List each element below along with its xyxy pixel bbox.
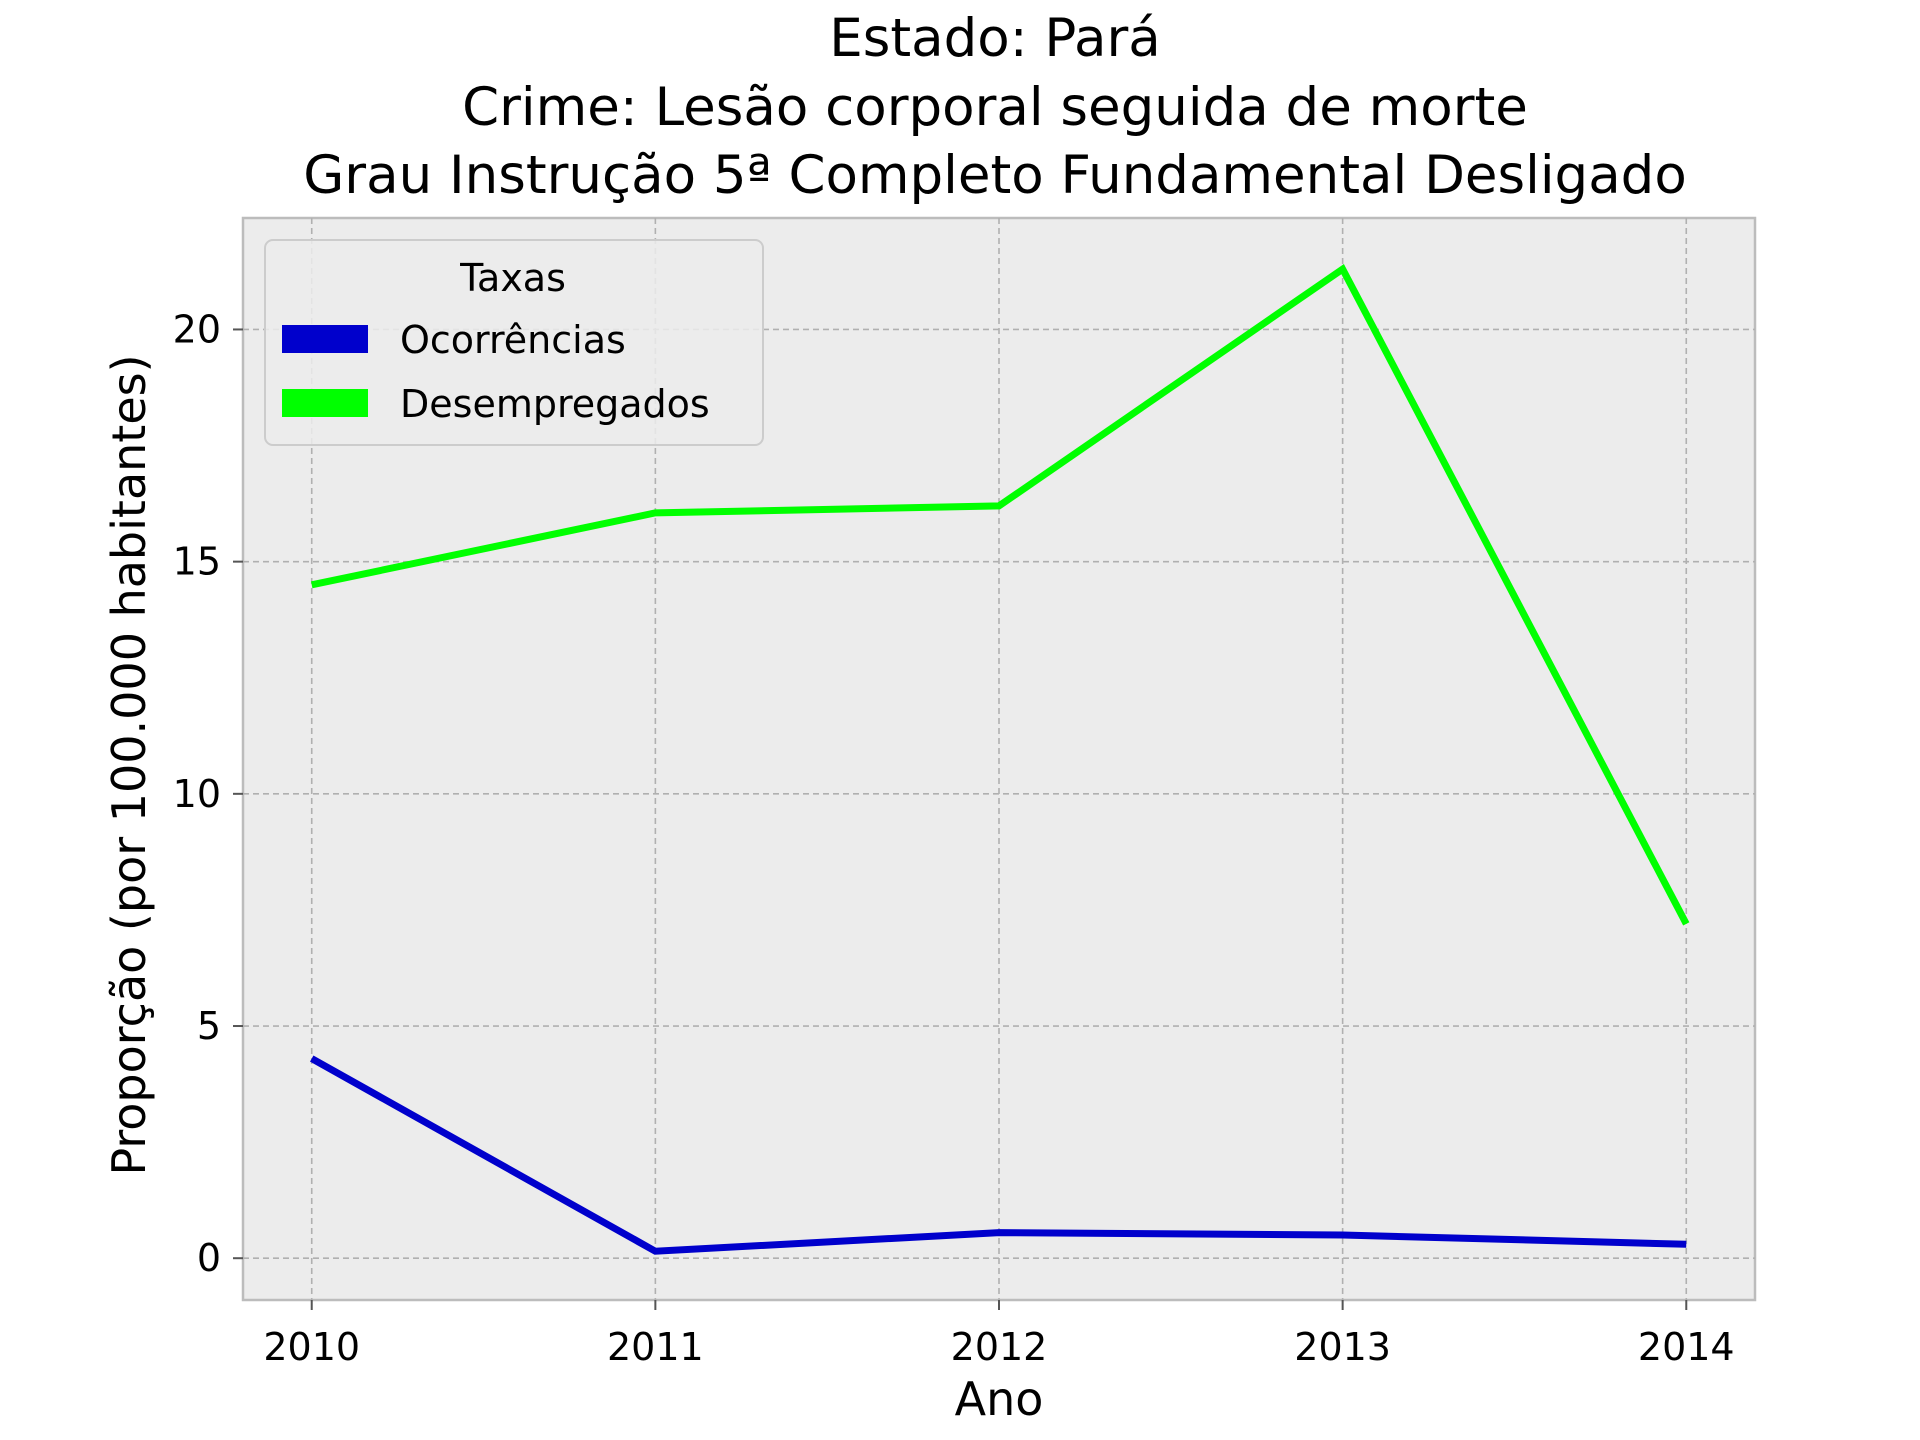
legend-label-ocorrencias: Ocorrências: [400, 318, 626, 362]
y-tick-label: 10: [173, 772, 221, 816]
chart-title-line-1: Estado: Pará: [829, 8, 1160, 69]
legend-title: Taxas: [459, 256, 566, 300]
x-tick-label: 2014: [1638, 1325, 1735, 1369]
axis-ticks: 2010 2011 2012 2013 2014 0 5 10 15 20: [173, 307, 1735, 1369]
y-tick-label: 0: [197, 1236, 221, 1280]
y-tick-label: 20: [173, 307, 221, 351]
legend-label-desempregados: Desempregados: [400, 382, 710, 426]
x-tick-label: 2011: [607, 1325, 704, 1369]
y-axis-label: Proporção (por 100.000 habitantes): [102, 354, 156, 1175]
x-tick-label: 2012: [951, 1325, 1048, 1369]
y-tick-label: 15: [173, 540, 221, 584]
legend-swatch-ocorrencias: [282, 325, 368, 353]
x-tick-label: 2010: [263, 1325, 360, 1369]
series-line-desempregados: [311, 263, 1690, 926]
chart-title-line-2: Crime: Lesão corporal seguida de morte: [462, 77, 1528, 138]
x-axis-label: Ano: [955, 1372, 1044, 1426]
chart-title: Estado: Pará Crime: Lesão corporal segui…: [303, 8, 1687, 206]
chart-title-line-3: Grau Instrução 5ª Completo Fundamental D…: [303, 145, 1687, 206]
legend-box: [264, 239, 764, 446]
series-line-ocorrencias: [310, 1055, 1687, 1255]
legend: Taxas Ocorrências Desempregados: [264, 239, 764, 446]
legend-swatch-desempregados: [282, 389, 368, 417]
series-lines: [310, 263, 1690, 1255]
x-tick-label: 2013: [1294, 1325, 1391, 1369]
y-tick-label: 5: [197, 1004, 221, 1048]
